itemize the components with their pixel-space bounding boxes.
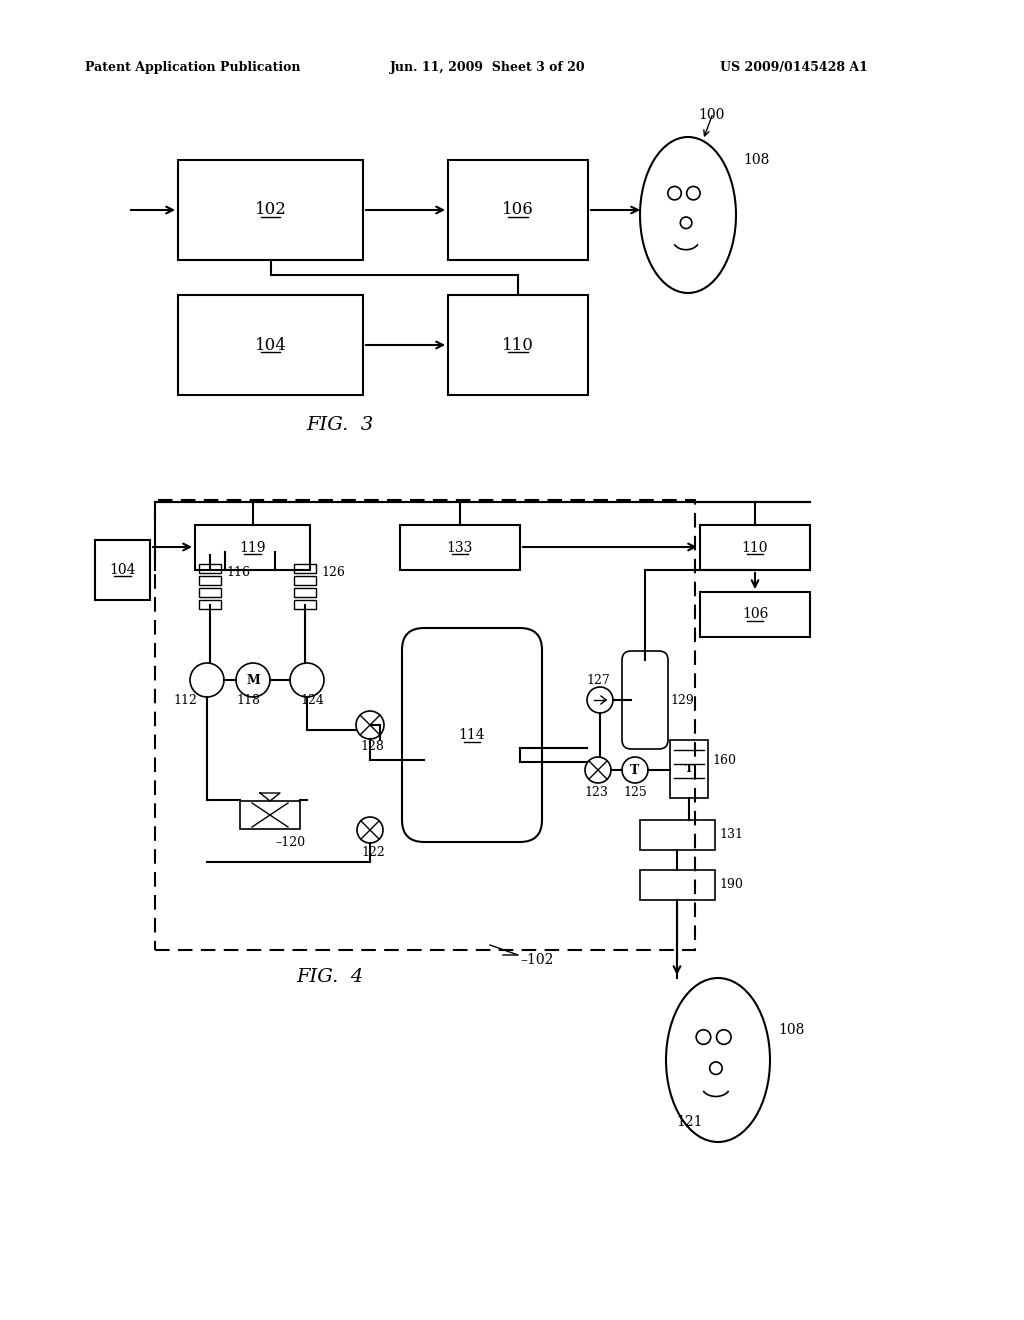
Bar: [640, 870, 715, 900]
Text: 119: 119: [240, 540, 266, 554]
Text: 114: 114: [459, 729, 485, 742]
Text: 190: 190: [719, 879, 742, 891]
Text: M: M: [246, 673, 260, 686]
Text: 128: 128: [360, 741, 384, 754]
Bar: [178, 160, 362, 260]
Text: –102: –102: [520, 953, 553, 968]
Text: 104: 104: [110, 564, 136, 577]
Text: T: T: [631, 763, 640, 776]
Text: 160: 160: [712, 754, 736, 767]
Text: 108: 108: [778, 1023, 805, 1038]
Text: Jun. 11, 2009  Sheet 3 of 20: Jun. 11, 2009 Sheet 3 of 20: [390, 62, 586, 74]
Text: 104: 104: [255, 337, 287, 354]
Text: 110: 110: [741, 540, 768, 554]
Bar: [449, 294, 588, 395]
Text: 108: 108: [743, 153, 769, 168]
Bar: [294, 601, 316, 609]
Text: T: T: [685, 763, 693, 775]
Text: 106: 106: [741, 607, 768, 622]
Bar: [155, 500, 695, 950]
Text: 131: 131: [719, 829, 743, 842]
Text: 133: 133: [446, 540, 473, 554]
Text: 110: 110: [502, 337, 534, 354]
Bar: [294, 564, 316, 573]
Text: 106: 106: [502, 202, 534, 219]
Bar: [640, 820, 715, 850]
Text: FIG.  3: FIG. 3: [306, 416, 374, 434]
Bar: [700, 525, 810, 570]
Bar: [95, 540, 150, 601]
Text: 102: 102: [255, 202, 287, 219]
Text: 123: 123: [584, 785, 608, 799]
Text: 127: 127: [586, 673, 610, 686]
Bar: [195, 525, 310, 570]
Text: –120: –120: [275, 837, 305, 850]
Bar: [199, 601, 221, 609]
Text: US 2009/0145428 A1: US 2009/0145428 A1: [720, 62, 868, 74]
Bar: [294, 576, 316, 585]
Text: 125: 125: [624, 785, 647, 799]
Bar: [700, 591, 810, 638]
Text: 129: 129: [670, 693, 693, 706]
Bar: [670, 741, 708, 799]
Text: 126: 126: [321, 565, 345, 578]
Bar: [294, 587, 316, 597]
Bar: [199, 587, 221, 597]
Text: 118: 118: [236, 693, 260, 706]
Text: 124: 124: [300, 693, 324, 706]
Text: FIG.  4: FIG. 4: [296, 968, 364, 986]
Text: 100: 100: [698, 108, 724, 121]
Text: 121: 121: [676, 1115, 702, 1129]
Bar: [199, 564, 221, 573]
Text: Patent Application Publication: Patent Application Publication: [85, 62, 300, 74]
Text: 116: 116: [226, 565, 250, 578]
Bar: [199, 576, 221, 585]
Bar: [449, 160, 588, 260]
Text: 112: 112: [173, 693, 197, 706]
Bar: [178, 294, 362, 395]
Bar: [400, 525, 520, 570]
Text: 122: 122: [361, 846, 385, 858]
Bar: [240, 801, 300, 829]
